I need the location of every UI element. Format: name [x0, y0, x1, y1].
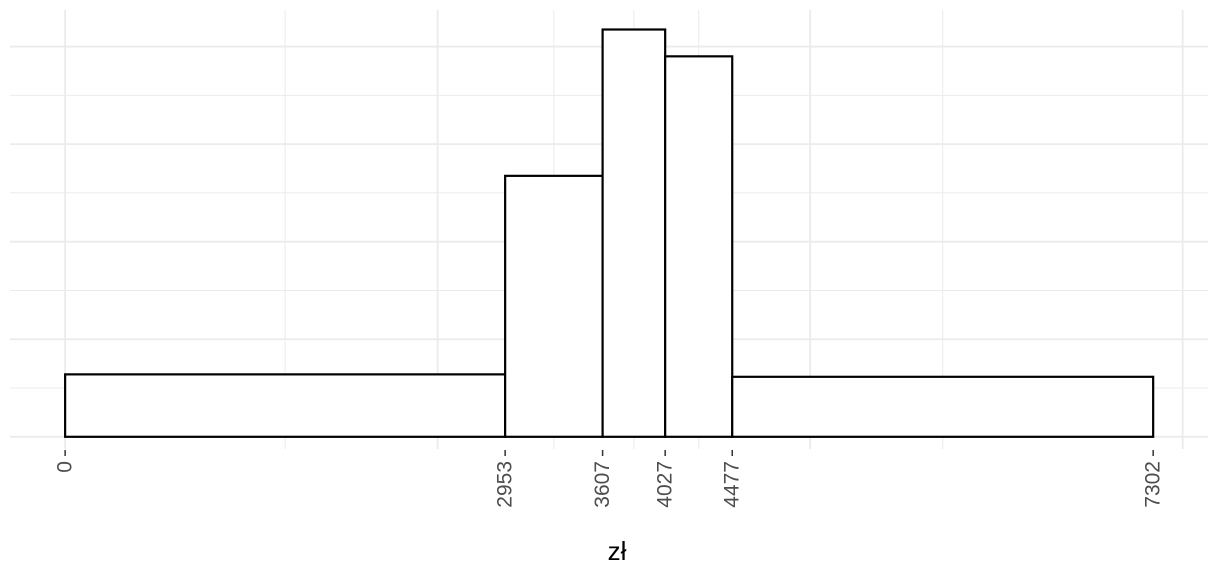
x-axis-tick-labels: 0 2953 3607 4027 4477 7302: [54, 461, 1165, 508]
x-tick-label: 4477: [721, 461, 744, 508]
x-tick-label: 7302: [1142, 461, 1165, 508]
x-axis-title: zł: [608, 536, 627, 566]
histogram-bar: [601, 28, 667, 438]
histogram-bar: [504, 174, 604, 438]
x-tick-label: 2953: [494, 461, 517, 508]
histogram-bars: [64, 28, 1155, 438]
histogram-bar: [664, 55, 734, 438]
x-tick-label: 0: [54, 461, 77, 473]
histogram-bar: [64, 373, 507, 438]
x-tick-label: 3607: [591, 461, 614, 508]
x-tick-label: 4027: [654, 461, 677, 508]
x-axis-ticks: [64, 450, 1154, 456]
histogram-bar: [731, 375, 1155, 438]
